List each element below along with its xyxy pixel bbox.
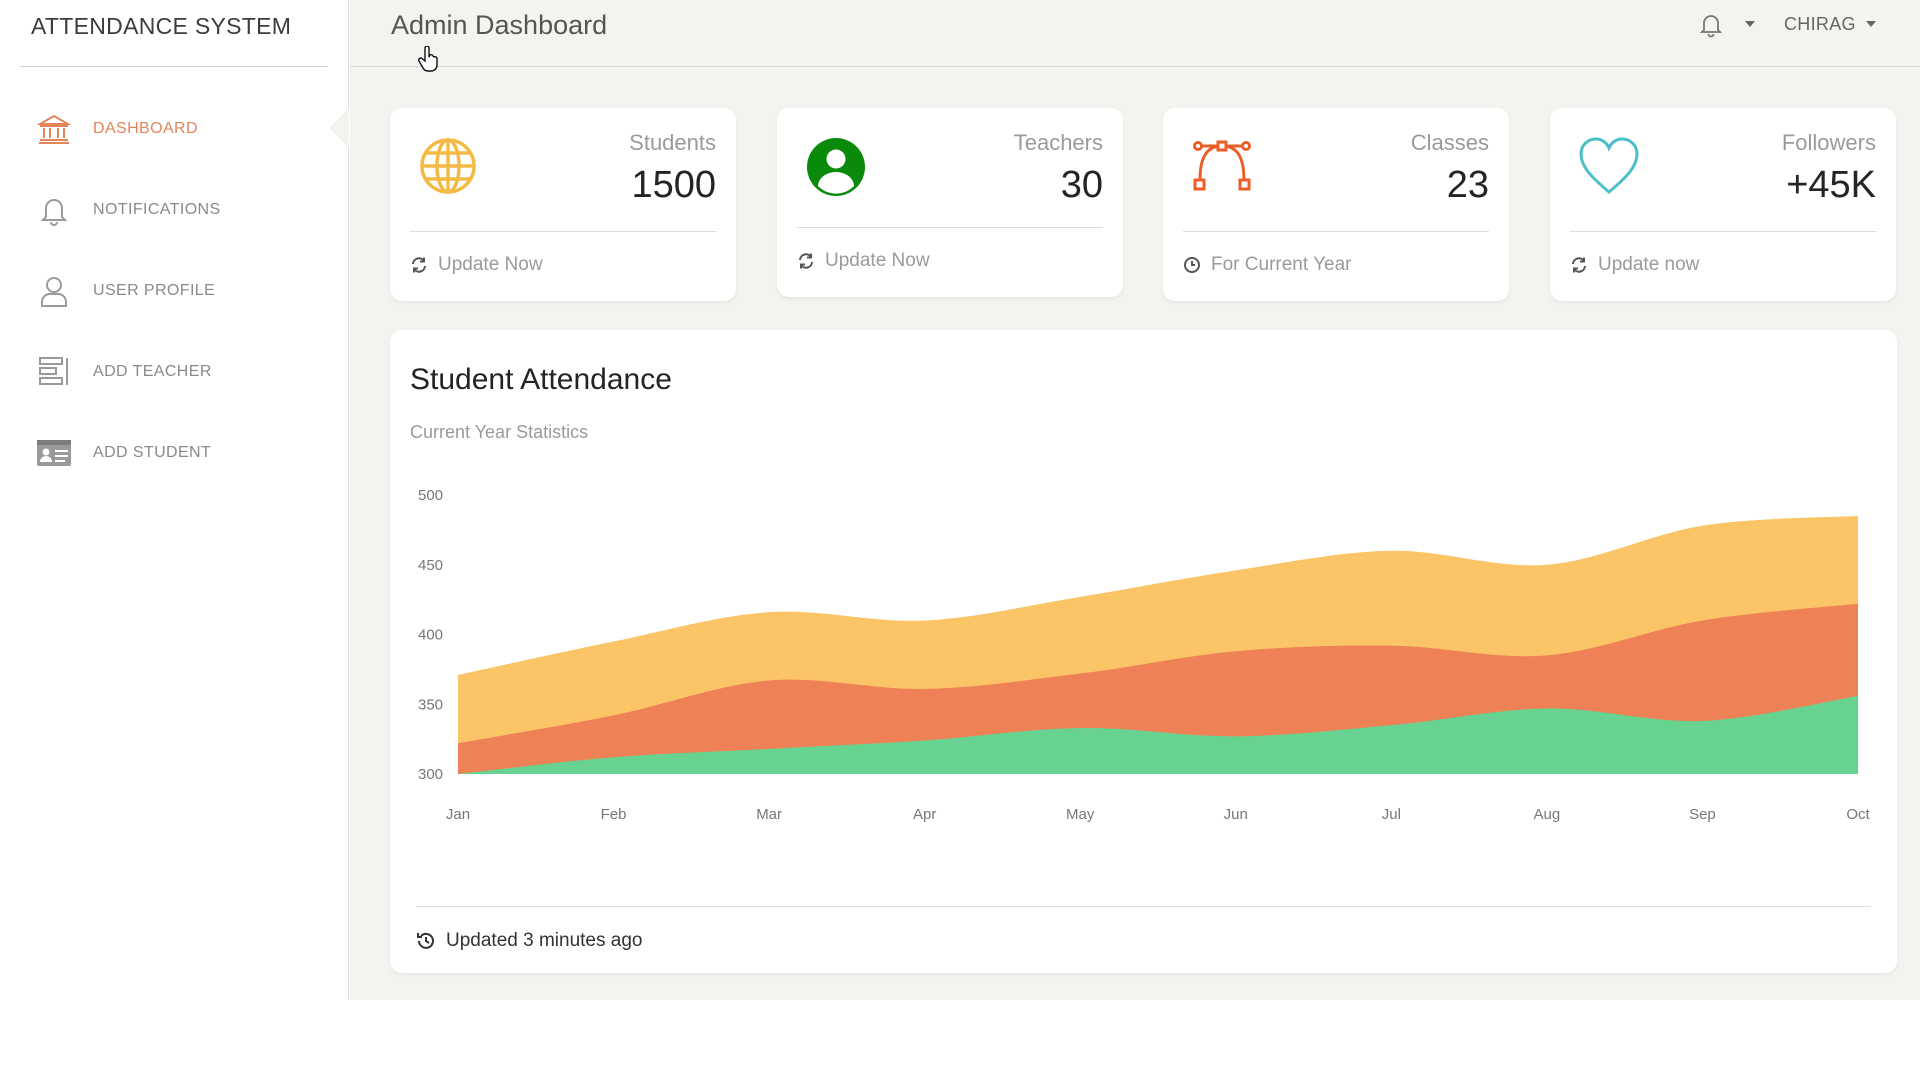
hand-cursor-icon [418, 45, 440, 72]
y-tick-label: 450 [418, 557, 443, 574]
stat-value: +45K [1786, 164, 1876, 206]
student-attendance-card: Student Attendance Current Year Statisti… [390, 330, 1897, 973]
stat-card-students: Students 1500 Update Now [390, 108, 736, 301]
sidebar-item-add-teacher[interactable]: ADD TEACHER [0, 331, 349, 412]
chart-footer-label: Updated 3 minutes ago [446, 930, 643, 951]
stat-card-classes: Classes 23 For Current Year [1163, 108, 1509, 301]
sidebar-item-notifications[interactable]: NOTIFICATIONS [0, 169, 349, 250]
top-navbar: Admin Dashboard CHIRAG [350, 0, 1920, 67]
x-tick-label: Jun [1224, 806, 1248, 823]
divider [797, 227, 1103, 228]
history-icon [416, 931, 436, 951]
y-tick-label: 350 [418, 696, 443, 713]
stat-title: Students [629, 130, 716, 155]
user-icon [34, 271, 74, 311]
sidebar-item-label: DASHBOARD [93, 119, 198, 137]
x-tick-label: Jan [446, 806, 470, 823]
sidebar-item-label: ADD TEACHER [93, 362, 212, 380]
stat-card-followers: Followers +45K Update now [1550, 108, 1896, 301]
globe-icon [418, 136, 482, 200]
clock-icon [1183, 256, 1201, 274]
update-now-link[interactable]: Update Now [410, 254, 543, 276]
x-tick-label: Sep [1689, 806, 1716, 823]
sidebar-item-add-student[interactable]: ADD STUDENT [0, 412, 349, 493]
heart-icon [1578, 136, 1642, 200]
vector-icon [1191, 136, 1255, 200]
x-tick-label: Aug [1534, 806, 1561, 823]
chart-footer: Updated 3 minutes ago [416, 930, 642, 952]
x-tick-label: May [1066, 806, 1095, 823]
refresh-icon [410, 256, 428, 274]
chart-subtitle: Current Year Statistics [410, 422, 589, 442]
y-tick-label: 300 [418, 766, 443, 783]
list-icon [34, 352, 74, 392]
x-tick-label: Mar [756, 806, 782, 823]
sidebar-item-dashboard[interactable]: DASHBOARD [0, 88, 349, 169]
refresh-icon [797, 252, 815, 270]
stat-value: 30 [1060, 164, 1103, 206]
sidebar-nav: DASHBOARD NOTIFICATIONS [0, 88, 349, 493]
update-now-link[interactable]: Update Now [797, 250, 930, 272]
id-card-icon [34, 433, 74, 473]
stat-value: 1500 [631, 164, 716, 206]
stat-footer-label: Update now [1598, 254, 1700, 275]
sidebar-item-label: ADD STUDENT [93, 443, 212, 461]
stat-title: Followers [1781, 130, 1876, 155]
stat-title: Teachers [1013, 130, 1103, 155]
stat-footer: For Current Year [1183, 254, 1351, 276]
y-tick-label: 400 [418, 627, 443, 644]
stat-footer-label: Update Now [825, 250, 930, 271]
update-now-link[interactable]: Update now [1570, 254, 1699, 276]
attendance-area-chart: 300 350 400 450 500 Jan Feb Mar Apr May Jun Jul Aug S… [418, 487, 1870, 823]
divider [416, 906, 1871, 907]
sidebar-item-label: USER PROFILE [93, 281, 216, 299]
user-dropdown-caret[interactable] [1866, 21, 1876, 27]
area-series-1 [458, 695, 1858, 774]
chart-title: Student Attendance [410, 363, 672, 396]
page-title: Admin Dashboard [391, 10, 608, 40]
x-tick-label: Feb [601, 806, 627, 823]
x-tick-label: Apr [913, 806, 936, 823]
bank-icon [34, 109, 74, 149]
user-menu[interactable]: CHIRAG [1784, 14, 1856, 34]
main-content: Admin Dashboard CHIRAG [350, 0, 1920, 1000]
divider [1570, 231, 1876, 232]
sidebar-item-label: NOTIFICATIONS [93, 200, 221, 218]
stat-title: Classes [1410, 130, 1489, 155]
stat-card-teachers: Teachers 30 Update Now [777, 108, 1123, 297]
user-circle-icon [805, 136, 869, 200]
x-tick-label: Oct [1846, 806, 1870, 823]
refresh-icon [1570, 256, 1588, 274]
y-tick-label: 500 [418, 487, 443, 504]
sidebar-item-user-profile[interactable]: USER PROFILE [0, 250, 349, 331]
stat-footer-label: Update Now [438, 254, 543, 275]
x-tick-label: Jul [1382, 806, 1401, 823]
stat-footer-label: For Current Year [1211, 254, 1352, 275]
sidebar: ATTENDANCE SYSTEM DASHBOARD [0, 0, 349, 1000]
brand-title: ATTENDANCE SYSTEM [20, 0, 328, 67]
notifications-dropdown-caret[interactable] [1745, 21, 1755, 27]
divider [1183, 231, 1489, 232]
bell-icon [34, 190, 74, 230]
notifications-bell-icon[interactable] [1698, 12, 1724, 38]
divider [410, 231, 716, 232]
active-indicator [329, 108, 349, 148]
stat-value: 23 [1446, 164, 1489, 206]
app-root: ATTENDANCE SYSTEM DASHBOARD [0, 0, 1920, 1000]
